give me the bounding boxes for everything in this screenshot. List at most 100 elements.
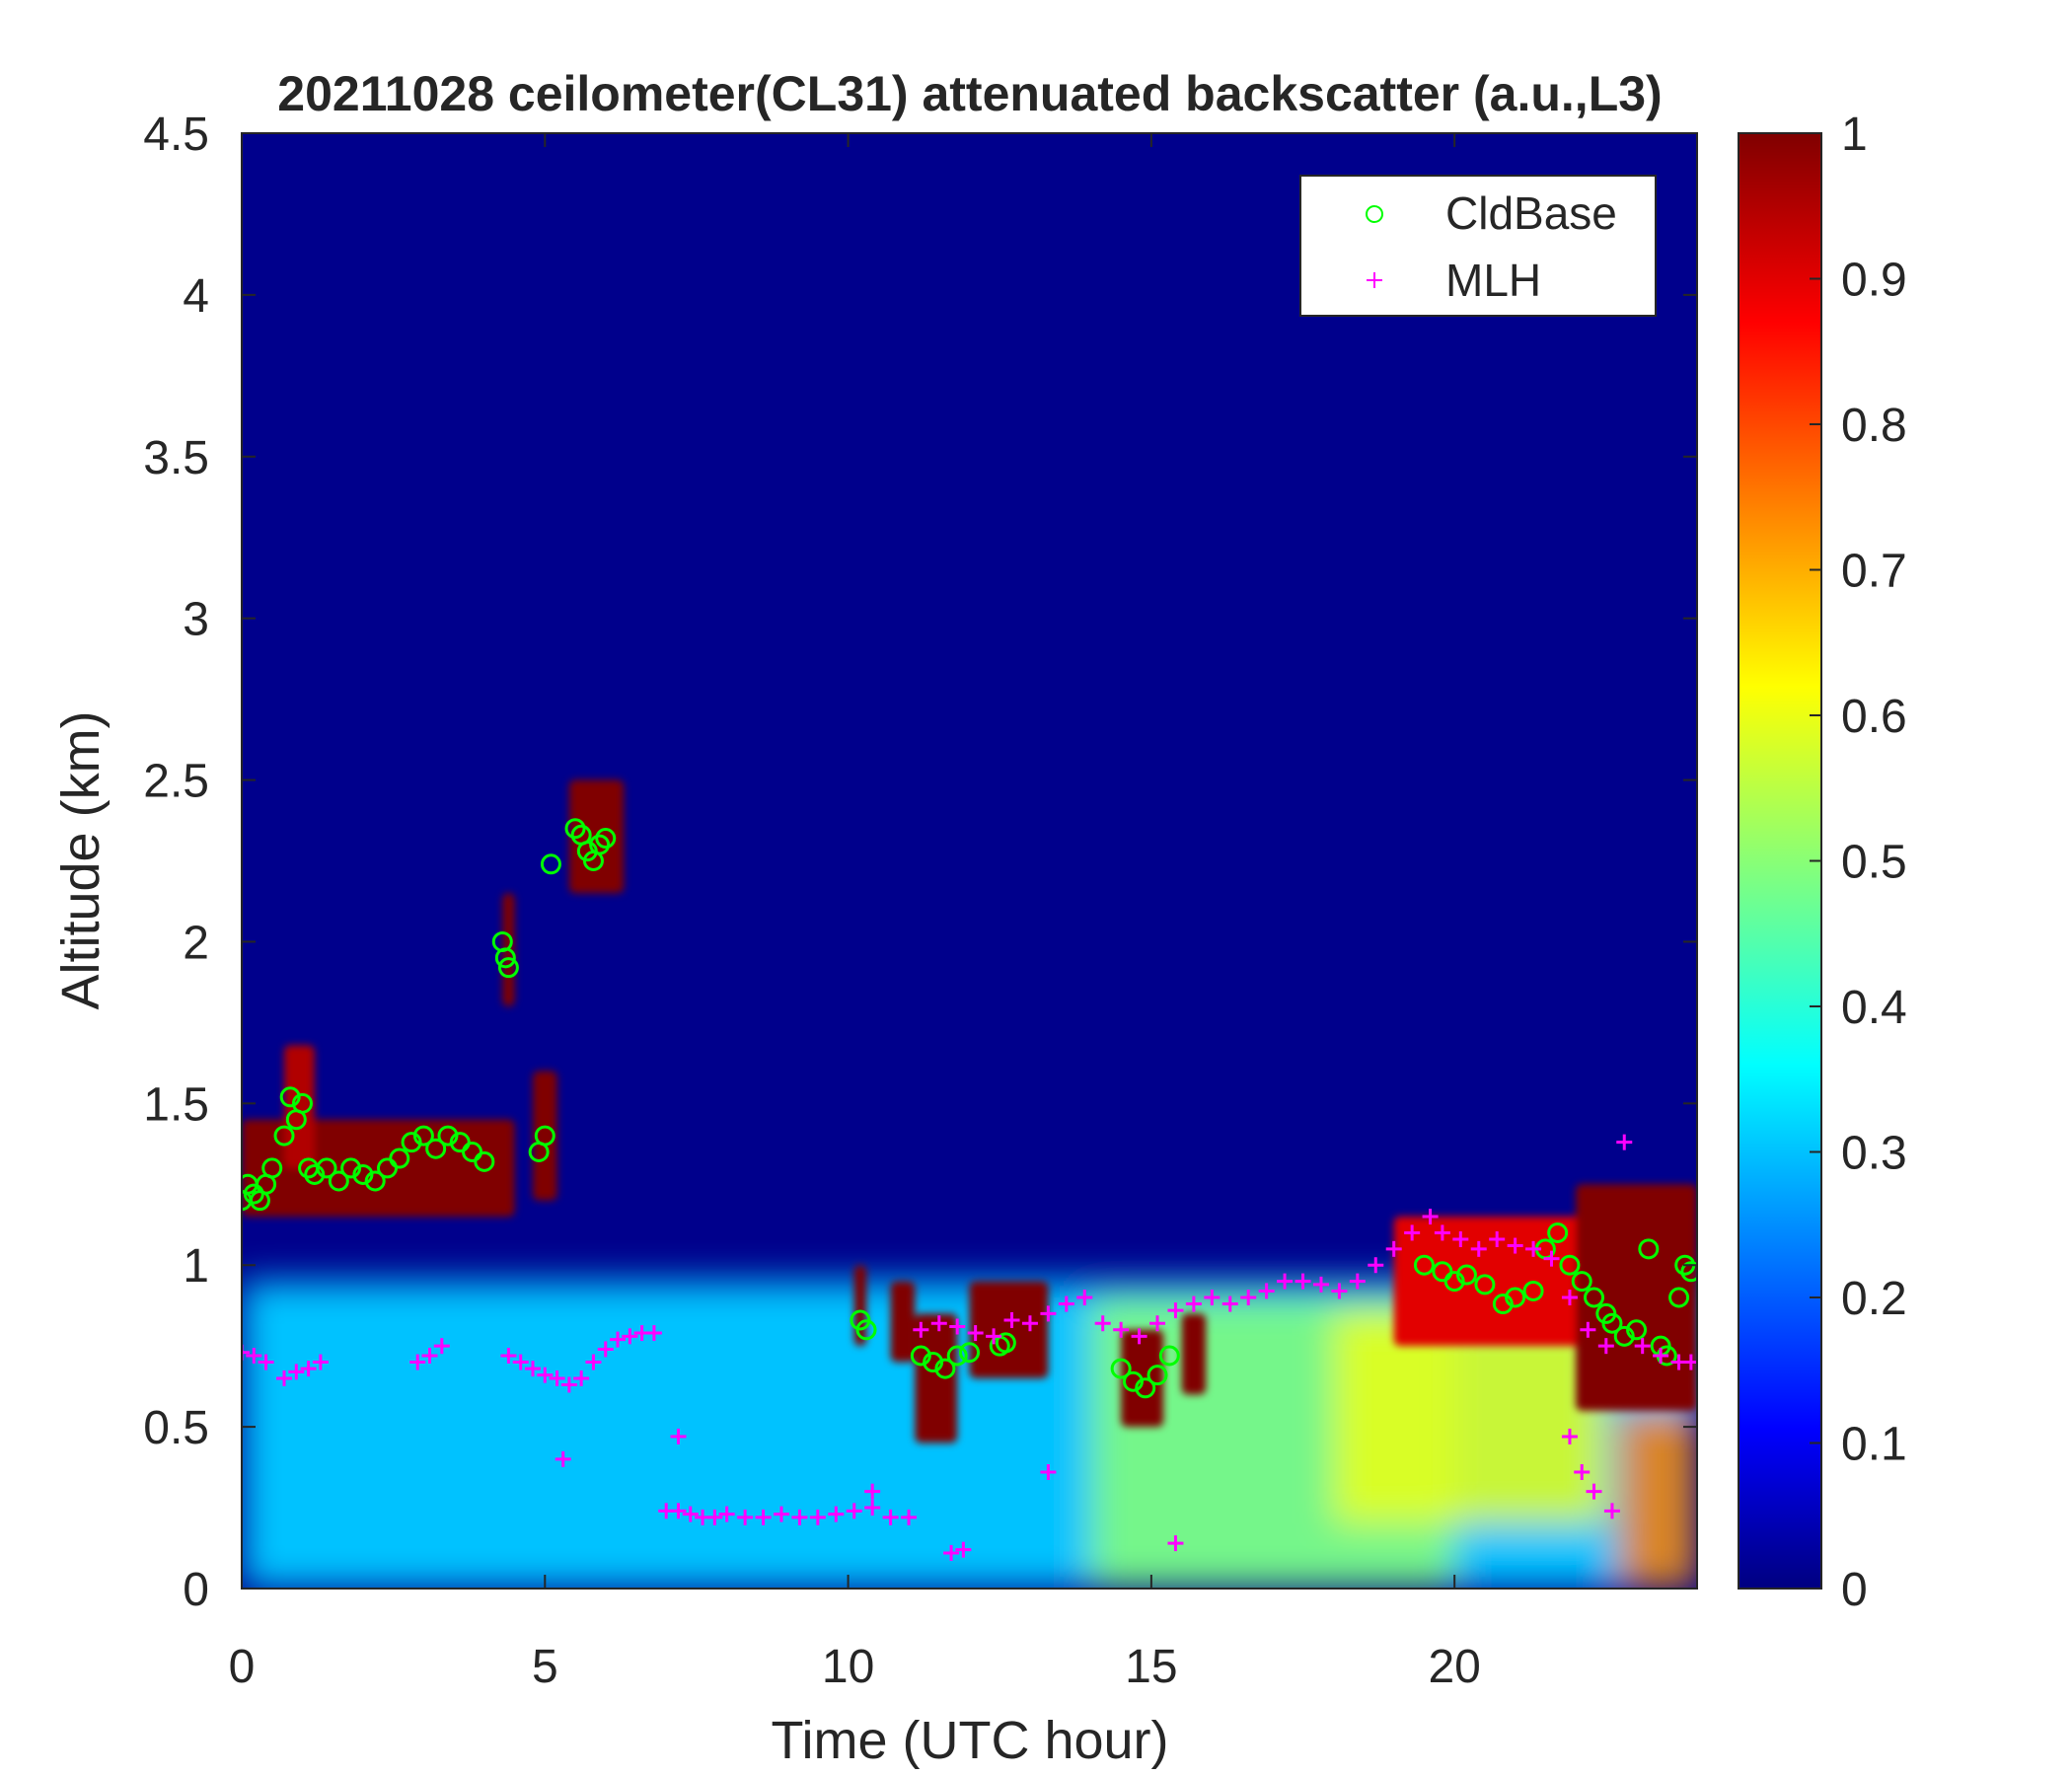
y-tick-label: 0.5 — [143, 1402, 209, 1454]
mlh-point — [560, 1376, 577, 1393]
cldbase-point — [364, 1170, 386, 1192]
cldbase-point — [1638, 1238, 1660, 1260]
mlh-point — [1003, 1311, 1020, 1328]
cldbase-point — [1626, 1319, 1648, 1341]
mlh-point — [1525, 1240, 1542, 1257]
mlh-point — [246, 1348, 262, 1364]
mlh-point — [1040, 1305, 1057, 1322]
cldbase-point — [1474, 1274, 1496, 1295]
mlh-point — [1385, 1240, 1402, 1257]
cldbase-point — [946, 1345, 968, 1367]
cldbase-point — [1492, 1294, 1514, 1315]
y-axis-label: Altitude (km) — [51, 710, 111, 1009]
cldbase-point — [401, 1132, 422, 1153]
cldbase-point — [1668, 1287, 1690, 1308]
mlh-point — [1131, 1328, 1147, 1345]
x-axis-label: Time (UTC hour) — [771, 1711, 1168, 1770]
mlh-point — [682, 1506, 699, 1522]
mlh-point — [737, 1509, 754, 1525]
legend-cldbase-label: CldBase — [1445, 187, 1617, 239]
mlh-point — [955, 1541, 972, 1558]
mlh-point — [1221, 1295, 1238, 1312]
cldbase-point — [1584, 1287, 1605, 1308]
legend-box — [1299, 175, 1657, 317]
mlh-point — [1277, 1273, 1294, 1290]
colorbar-tick-label: 1 — [1841, 109, 1868, 161]
mlh-point — [1586, 1483, 1602, 1500]
plot-frame — [241, 132, 1698, 1590]
y-tick-label: 2 — [183, 917, 209, 969]
mlh-point — [242, 1344, 250, 1361]
cldbase-point — [437, 1125, 459, 1147]
mlh-point — [1422, 1209, 1439, 1225]
mlh-point — [791, 1509, 808, 1525]
cldbase-point — [1547, 1221, 1569, 1243]
y-tick-label: 1 — [183, 1240, 209, 1293]
cloud-patch — [915, 1313, 958, 1443]
mlh-point — [949, 1318, 966, 1335]
mlh-point — [967, 1325, 984, 1342]
cldbase-point — [589, 834, 611, 855]
cldbase-point — [425, 1138, 447, 1159]
mlh-point — [421, 1348, 438, 1364]
y-axis: 0 0.5 1 1.5 2 2.5 3 3.5 4 4.5 — [143, 109, 1697, 1616]
cldbase-point — [923, 1352, 944, 1373]
colorbar-tick-label: 0.9 — [1841, 255, 1907, 307]
mlh-point — [986, 1328, 1002, 1345]
cldbase-point — [389, 1147, 410, 1169]
cldbase-point — [474, 1150, 495, 1172]
mlh-point — [573, 1369, 590, 1386]
mlh-point — [597, 1341, 614, 1358]
colorbar-tick-label: 0.4 — [1841, 982, 1907, 1034]
mlh-point — [610, 1331, 627, 1348]
cldbase-point — [1158, 1345, 1180, 1367]
cloud-patch — [1576, 1184, 1697, 1411]
plot-area — [242, 133, 1697, 1589]
mlh-point — [1331, 1283, 1348, 1299]
cldbase-point — [291, 1092, 313, 1114]
cldbase-point — [328, 1170, 349, 1192]
mlh-point — [1312, 1276, 1329, 1293]
mlh-point — [828, 1506, 845, 1522]
aerosol-region — [1333, 1313, 1606, 1524]
mlh-point — [1616, 1134, 1633, 1150]
cloud-patch — [1393, 1217, 1625, 1347]
mlh-point — [913, 1321, 929, 1338]
cldbase-point — [273, 1125, 295, 1147]
legend-mlh-marker — [1367, 272, 1382, 288]
mlh-point — [846, 1503, 862, 1519]
cldbase-point — [1601, 1312, 1623, 1334]
mlh-point — [864, 1483, 881, 1500]
colorbar-ticks: 0 0.1 0.2 0.3 0.4 0.5 0.6 0.7 0.8 0.9 1 — [1810, 109, 1907, 1616]
cldbase-point — [995, 1332, 1016, 1354]
mlh-point — [288, 1364, 305, 1380]
mlh-point — [1204, 1290, 1221, 1305]
mlh-point — [1574, 1464, 1591, 1480]
mlh-point — [1040, 1464, 1057, 1480]
cldbase-point — [412, 1125, 434, 1147]
mlh-point — [670, 1503, 687, 1519]
x-tick-label: 15 — [1125, 1641, 1177, 1693]
mlh-point — [718, 1506, 735, 1522]
mlh-point — [1603, 1503, 1620, 1519]
colorbar-tick-label: 0.2 — [1841, 1273, 1907, 1325]
cloud-patch — [853, 1265, 867, 1347]
mlh-point — [670, 1428, 687, 1444]
aerosol-region — [1618, 1410, 1697, 1589]
mlh-point — [1580, 1321, 1596, 1338]
mlh-point — [525, 1361, 541, 1377]
mlh-point — [1452, 1231, 1469, 1247]
mlh-point — [1167, 1535, 1184, 1552]
cldbase-point — [534, 1125, 555, 1147]
mlh-point — [1094, 1315, 1111, 1332]
chart-title: 20211028 ceilometer(CL31) attenuated bac… — [277, 66, 1662, 121]
mlh-point — [1021, 1315, 1038, 1332]
cldbase-point — [279, 1086, 301, 1108]
mlh-point — [537, 1367, 554, 1383]
mlh-point — [1489, 1231, 1506, 1247]
mlh-point — [1653, 1348, 1669, 1364]
cldbase-point — [1505, 1287, 1526, 1308]
x-tick-label: 20 — [1428, 1641, 1480, 1693]
mlh-point — [1543, 1250, 1560, 1267]
